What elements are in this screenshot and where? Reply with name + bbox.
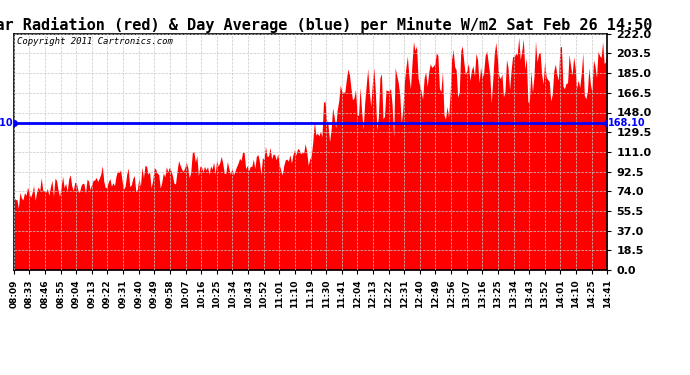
Text: Copyright 2011 Cartronics.com: Copyright 2011 Cartronics.com <box>17 37 172 46</box>
Text: 168.10: 168.10 <box>608 118 645 128</box>
Title: Solar Radiation (red) & Day Average (blue) per Minute W/m2 Sat Feb 26 14:50: Solar Radiation (red) & Day Average (blu… <box>0 16 653 33</box>
Text: 138.10: 138.10 <box>0 118 13 128</box>
